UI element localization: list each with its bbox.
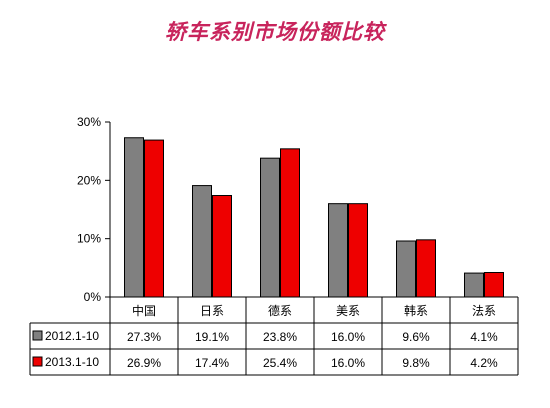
y-tick-label: 10%	[77, 232, 101, 246]
data-label: 4.2%	[470, 356, 498, 370]
legend-label: 2012.1-10	[45, 329, 99, 343]
legend-swatch	[32, 356, 43, 367]
y-tick-label: 30%	[77, 115, 101, 129]
data-label: 17.4%	[195, 356, 229, 370]
data-label: 16.0%	[331, 330, 365, 344]
category-label: 韩系	[404, 303, 428, 318]
category-label: 法系	[472, 304, 496, 318]
bar-series1	[260, 157, 280, 298]
data-label: 9.8%	[402, 356, 430, 370]
bar-series1	[124, 137, 144, 298]
category-label: 美系	[336, 304, 360, 318]
legend-label: 2013.1-10	[45, 355, 99, 369]
data-label: 4.1%	[470, 330, 498, 344]
data-label: 23.8%	[263, 330, 297, 344]
bar-series1	[396, 240, 416, 298]
data-label: 27.3%	[127, 330, 161, 344]
chart-title: 轿车系别市场份额比较	[165, 20, 385, 44]
data-label: 26.9%	[127, 356, 161, 370]
bar-series2	[484, 272, 504, 298]
bar-series1	[192, 185, 212, 298]
bar-series1	[464, 272, 484, 298]
bar-series2	[144, 139, 164, 298]
data-label: 25.4%	[263, 356, 297, 370]
bar-series2	[348, 203, 368, 298]
data-label: 16.0%	[331, 356, 365, 370]
legend-swatch	[32, 330, 43, 341]
category-label: 德系	[268, 303, 292, 318]
data-label: 9.6%	[402, 330, 430, 344]
y-tick-label: 0%	[84, 290, 102, 304]
bar-series2	[416, 239, 436, 298]
y-tick-label: 20%	[77, 173, 101, 187]
bar-series2	[212, 195, 232, 298]
category-label: 中国	[132, 303, 156, 318]
category-label: 日系	[200, 304, 224, 318]
data-label: 19.1%	[195, 330, 229, 344]
bar-series2	[280, 148, 300, 298]
bar-series1	[328, 203, 348, 298]
